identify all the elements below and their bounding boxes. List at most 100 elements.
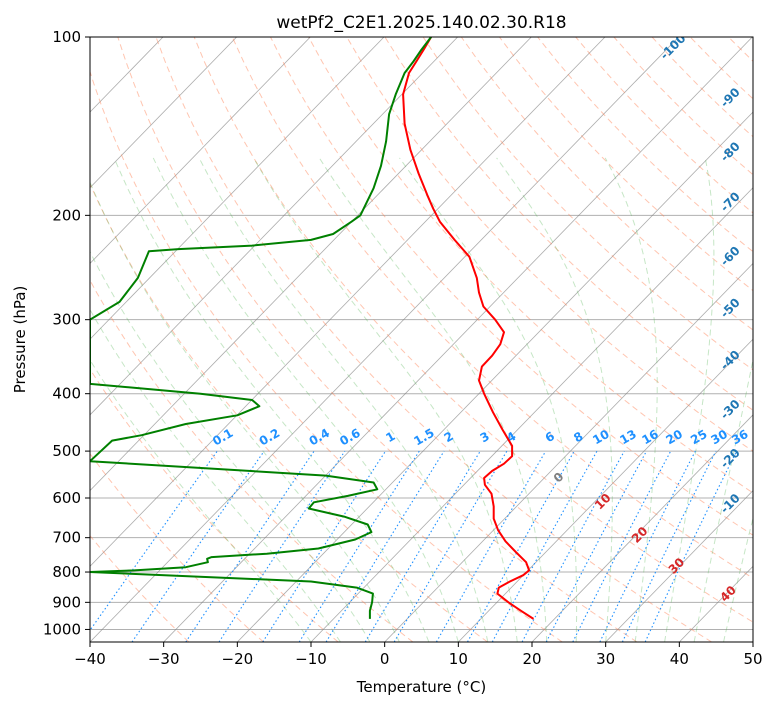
- dry-adiabat-label: -40: [718, 348, 743, 373]
- mixing-ratio-line: [521, 450, 625, 642]
- mixing-ratio-label: 6: [543, 429, 557, 445]
- dry-adiabat-line: [728, 37, 753, 62]
- dry-adiabat-label: -90: [718, 85, 743, 110]
- dry-adiabat-line: [90, 70, 563, 642]
- dry-adiabat-line: [90, 182, 488, 642]
- y-tick-label: 600: [52, 489, 81, 507]
- y-tick-label: 300: [52, 311, 81, 329]
- mixing-ratio-line: [90, 450, 218, 632]
- mixing-ratio-label: 16: [639, 427, 660, 447]
- isotherm-line: [531, 414, 753, 642]
- dry-adiabat-line: [499, 37, 753, 292]
- mixing-ratio-line: [131, 450, 265, 642]
- mixing-ratio-line: [644, 450, 738, 642]
- y-tick-label: 800: [52, 563, 81, 581]
- x-tick-label: −10: [295, 650, 327, 668]
- moist-adiabat-label: 0: [551, 470, 567, 486]
- mixing-ratio-label: 0.1: [210, 426, 235, 449]
- mixing-ratio-line: [572, 450, 672, 642]
- dry-adiabat-label: -70: [718, 189, 743, 214]
- dry-adiabat-line: [689, 37, 753, 100]
- isotherm-line: [237, 111, 753, 642]
- mixing-ratio-label: 30: [709, 427, 730, 447]
- chart-title: wetPf2_C2E1.2025.140.02.30.R18: [276, 13, 566, 33]
- dry-adiabat-line: [270, 37, 753, 536]
- mixing-ratio-label: 1.5: [411, 426, 436, 449]
- mixing-ratio-label: 0.6: [337, 426, 362, 449]
- moist-adiabat-line: [113, 157, 430, 642]
- mixing-ratio-label: 0.2: [257, 426, 282, 449]
- dry-adiabat-label: -20: [718, 446, 743, 471]
- mixing-ratio-label: 20: [664, 427, 685, 447]
- mixing-ratio-label: 36: [729, 427, 750, 447]
- moist-adiabat-line: [152, 157, 459, 642]
- y-axis: 100 200 300 400 500 600 700 800 900 1000: [43, 28, 90, 638]
- mixing-ratio-line: [185, 450, 315, 642]
- mixing-ratio-line: [599, 450, 696, 642]
- x-tick-label: 10: [449, 650, 468, 668]
- isotherm-line: [90, 37, 532, 492]
- mixing-ratio-label: 10: [590, 427, 611, 447]
- dry-adiabat-line: [231, 37, 753, 579]
- moist-adiabat-line: [90, 308, 341, 642]
- dry-adiabat-label: -100: [657, 31, 688, 62]
- moist-adiabat-line: [90, 181, 400, 642]
- dry-adiabat-line: [767, 37, 775, 642]
- moist-adiabat-label: 10: [592, 491, 614, 513]
- isotherm-line: [90, 37, 606, 567]
- y-axis-title: Pressure (hPa): [11, 286, 29, 394]
- dry-adiabat-label: -80: [718, 139, 743, 164]
- mixing-ratio-label: 3: [478, 429, 492, 445]
- mixing-ratio-line: [467, 450, 575, 642]
- moist-adiabat-line: [198, 157, 489, 642]
- isotherm-line: [310, 187, 753, 642]
- isotherm-line: [90, 37, 679, 642]
- dry-adiabat-line: [90, 368, 339, 642]
- moist-adiabat-line: [496, 157, 613, 642]
- moist-adiabat-line: [90, 358, 312, 642]
- mixing-ratio-label: 0.4: [307, 426, 332, 449]
- mixing-ratio-line: [435, 450, 547, 642]
- y-tick-label: 900: [52, 593, 81, 611]
- dry-adiabat-label: -50: [718, 295, 743, 320]
- mixing-ratio-line: [325, 450, 445, 642]
- x-axis: −40 −30 −20 −10 0 10 20 30 40 50: [74, 642, 763, 668]
- dry-adiabat-line: [155, 37, 712, 642]
- mixing-ratio-label: 1: [383, 429, 397, 445]
- moist-adiabat-line: [318, 157, 548, 642]
- y-tick-label: 500: [52, 442, 81, 460]
- moist-adiabat-line: [90, 250, 371, 642]
- temperature-profile: [402, 37, 535, 620]
- dry-adiabat-line: [422, 37, 753, 371]
- moist-adiabat-line: [604, 157, 658, 642]
- dry-adiabat-line: [346, 37, 753, 452]
- isotherm-line: [752, 641, 753, 642]
- mixing-ratio-label: 2: [442, 429, 456, 445]
- dry-adiabat-line: [308, 37, 753, 494]
- isotherm-line: [384, 262, 753, 642]
- x-tick-label: −40: [74, 650, 106, 668]
- moist-adiabat-line: [664, 157, 715, 642]
- moist-adiabat-line: [399, 157, 578, 642]
- dry-adiabat-line: [90, 452, 264, 642]
- isotherm-line: [90, 37, 458, 416]
- mixing-ratio-label: 8: [571, 429, 585, 445]
- isotherm-line: [605, 490, 753, 642]
- x-axis-title: Temperature (°C): [356, 678, 486, 696]
- y-tick-label: 700: [52, 529, 81, 547]
- moist-adiabat-line: [723, 516, 753, 642]
- dry-adiabat-line: [117, 37, 638, 642]
- isotherm-line: [163, 37, 753, 642]
- x-tick-label: −20: [222, 650, 254, 668]
- mixing-ratio-label: 25: [688, 427, 709, 447]
- x-tick-label: 50: [743, 650, 762, 668]
- isotherm-line: [90, 37, 311, 265]
- isotherm-line: [90, 37, 237, 189]
- y-tick-label: 200: [52, 206, 81, 224]
- dewpoint-profile: [90, 37, 432, 619]
- dry-adiabat-line: [90, 279, 414, 642]
- moist-adiabat-label: 40: [717, 583, 739, 605]
- moist-adiabat-line: [253, 157, 518, 642]
